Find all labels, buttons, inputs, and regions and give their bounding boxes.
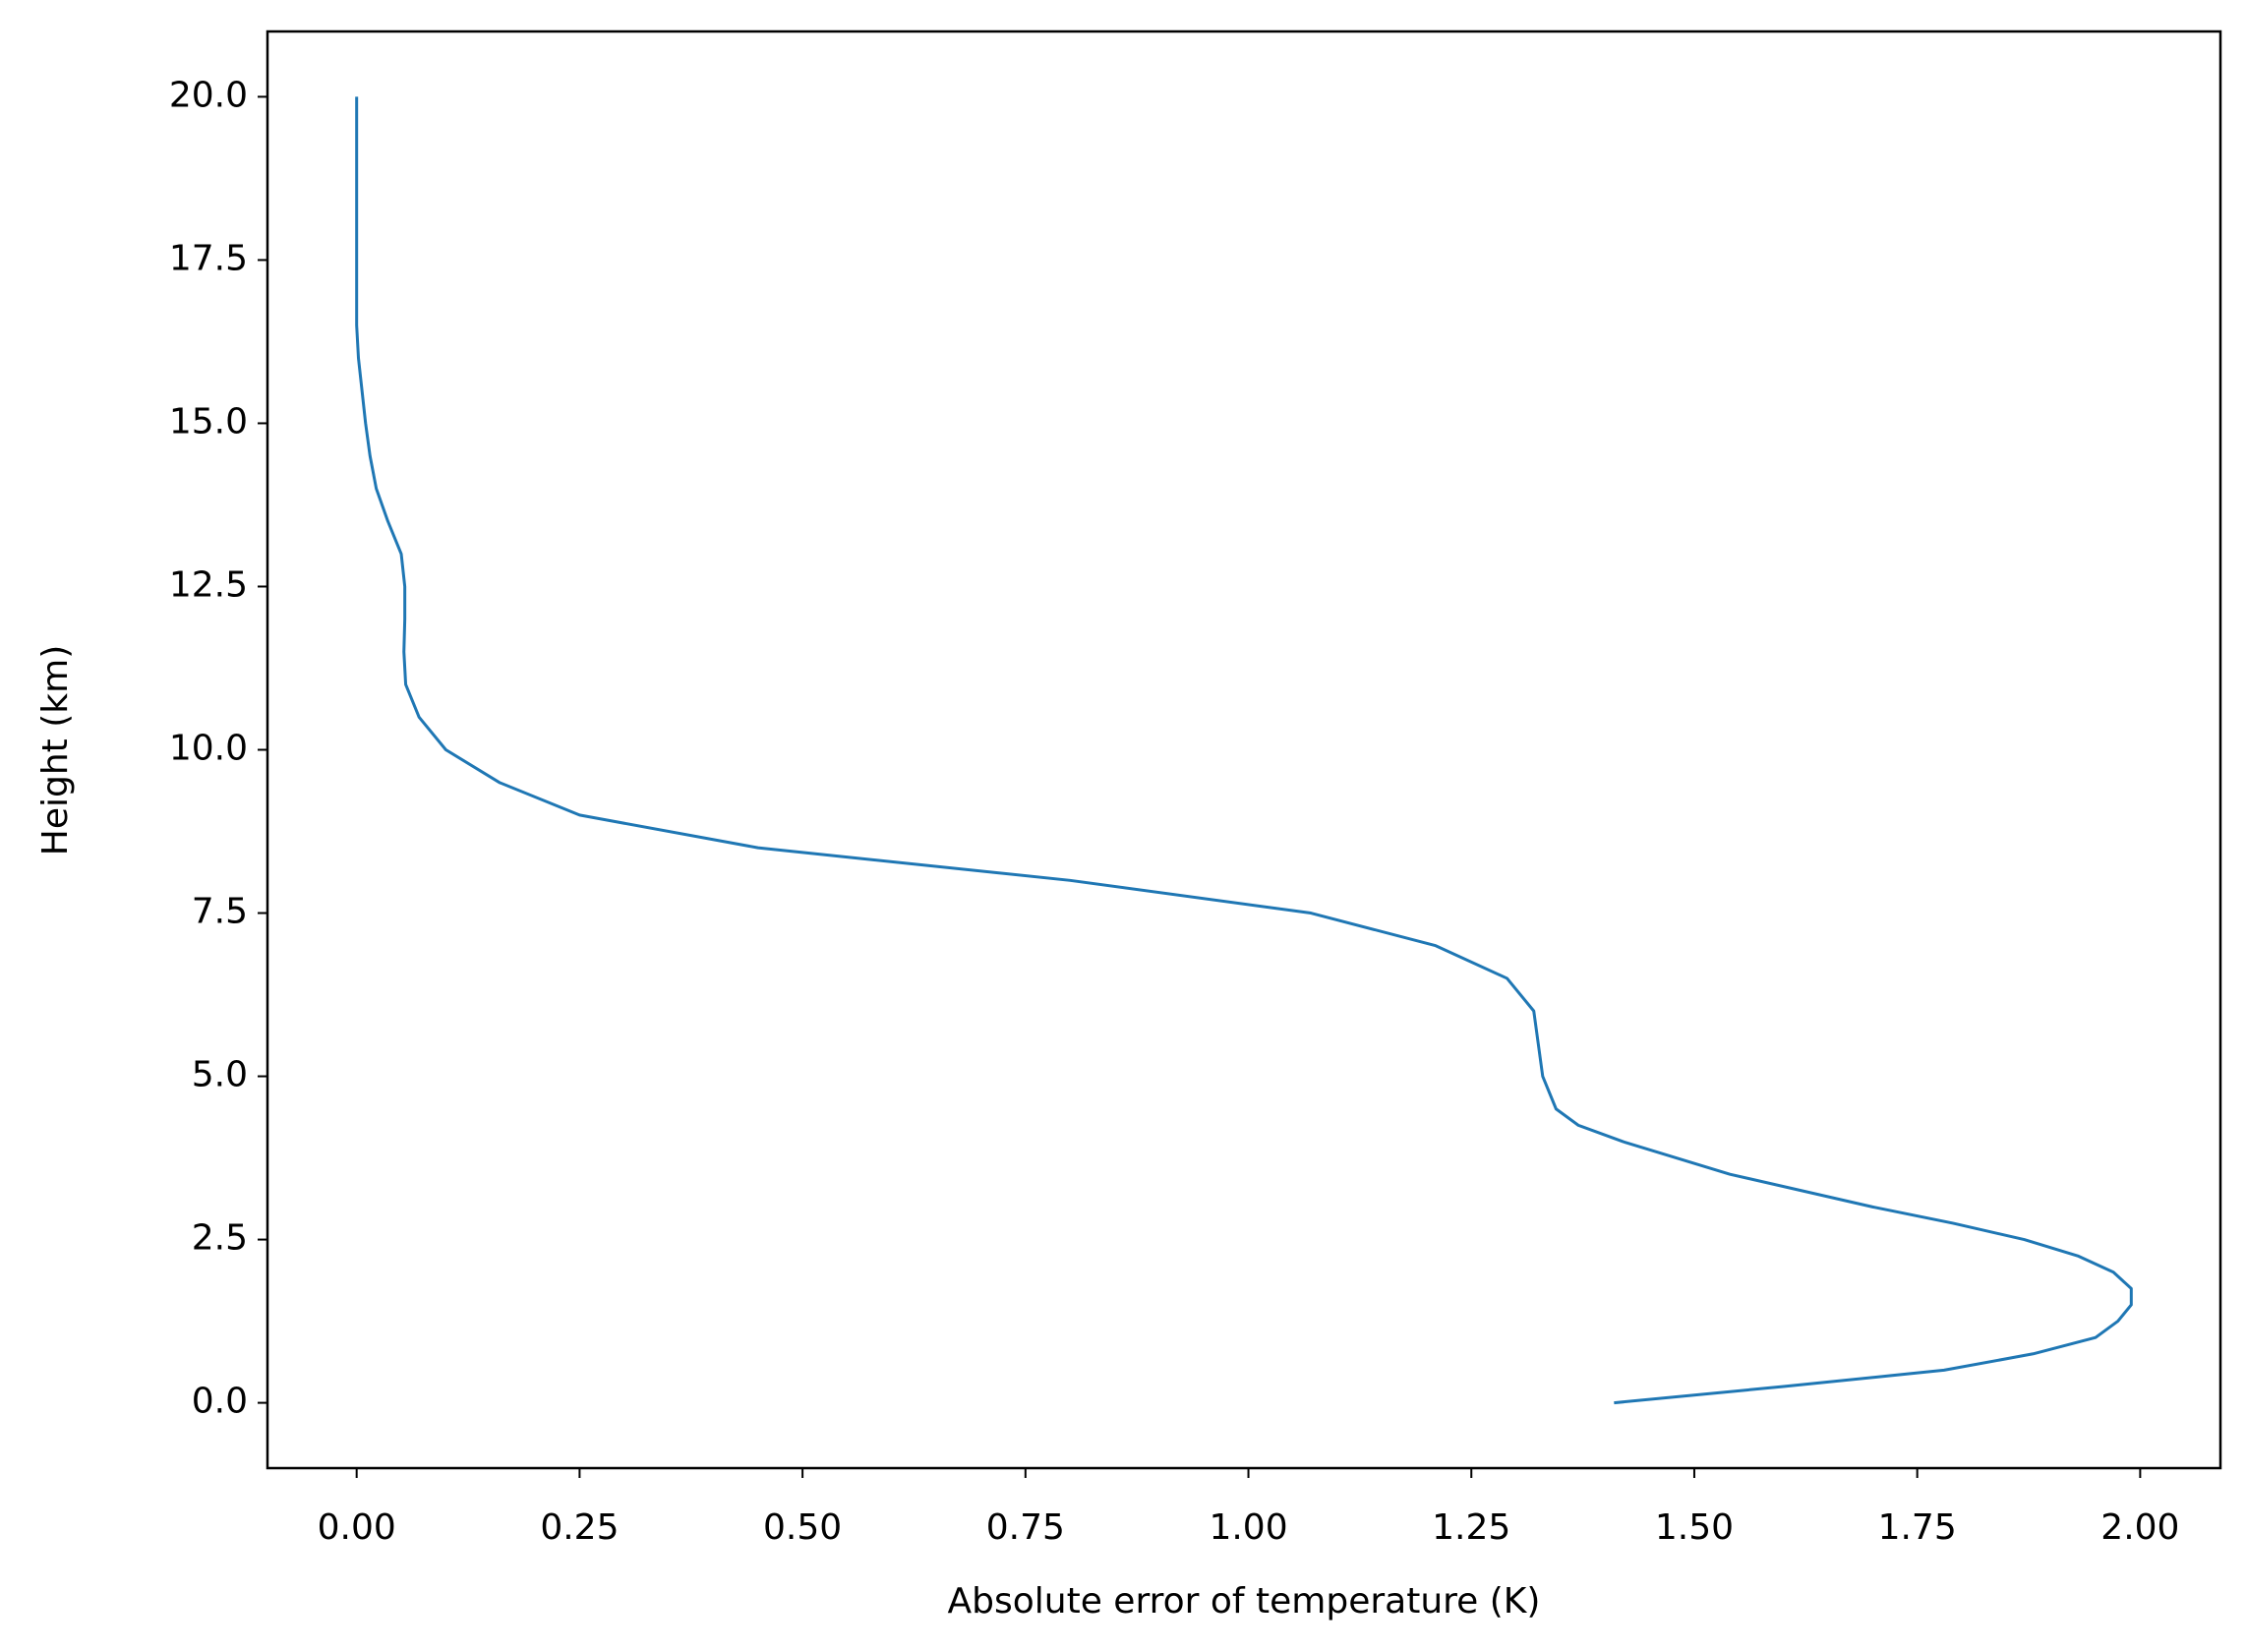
y-tick-label: 5.0: [192, 1055, 248, 1095]
x-axis-label: Absolute error of temperature (K): [948, 1581, 1541, 1622]
y-tick-label: 7.5: [192, 892, 248, 932]
y-tick-label: 10.0: [169, 729, 248, 769]
x-tick-label: 1.50: [1655, 1507, 1734, 1548]
x-tick-label: 0.75: [986, 1507, 1065, 1548]
x-tick-label: 1.75: [1878, 1507, 1957, 1548]
plot-frame: [266, 30, 2222, 1470]
x-tick-label: 0.50: [763, 1507, 842, 1548]
x-tick-label: 0.25: [540, 1507, 619, 1548]
y-tick-label: 0.0: [192, 1382, 248, 1422]
x-tick-label: 2.00: [2100, 1507, 2179, 1548]
y-tick-label: 20.0: [169, 75, 248, 115]
y-tick-label: 2.5: [192, 1218, 248, 1259]
y-tick-label: 17.5: [169, 238, 248, 278]
y-tick-label: 12.5: [169, 564, 248, 605]
data-line: [355, 96, 2133, 1405]
y-axis-label: Height (km): [35, 645, 76, 856]
x-tick-label: 0.00: [318, 1507, 396, 1548]
x-tick-label: 1.25: [1432, 1507, 1510, 1548]
x-tick-label: 1.00: [1209, 1507, 1287, 1548]
y-tick-label: 15.0: [169, 401, 248, 442]
